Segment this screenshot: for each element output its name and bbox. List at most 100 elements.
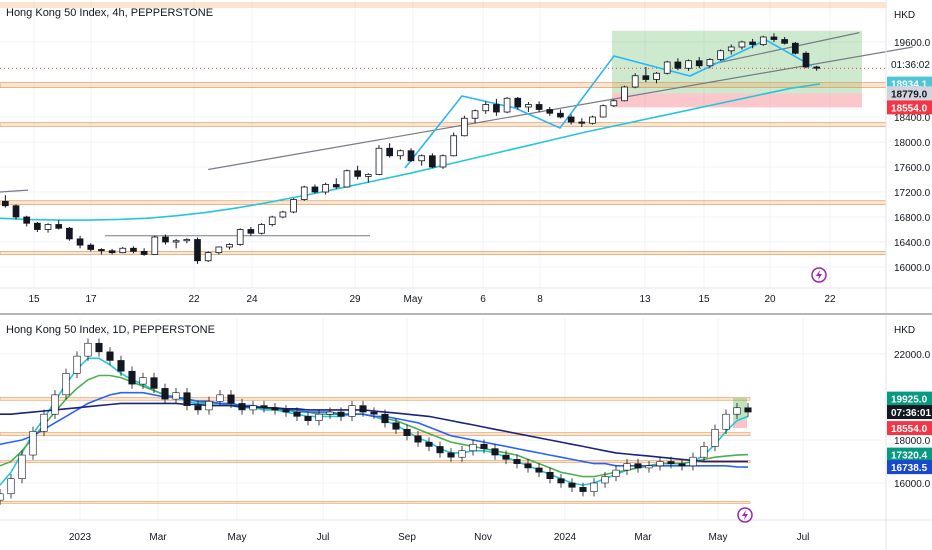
candle [535,463,543,477]
bottom-currency-label: HKD [894,325,915,336]
candle [813,65,820,71]
candle [579,482,587,497]
candle-body [354,170,361,177]
candle [557,109,564,119]
candle-body [744,407,752,413]
candle [40,409,48,437]
candle [140,248,148,256]
candle [653,72,660,84]
price-badge [887,86,932,101]
candle-body [656,461,664,467]
candle-body [546,471,554,479]
candle-body [700,446,708,458]
bottom-chart-title: Hong Kong 50 Index, 1D, PEPPERSTONE [6,324,215,336]
y-tick-label: 16000.0 [894,479,931,490]
y-tick-label: 18000.0 [894,138,931,149]
candle-body [447,452,455,458]
candle-body [407,150,415,162]
candle [610,99,618,107]
candle-body [18,454,26,479]
candle-body [238,403,246,411]
price-badge [887,405,932,420]
candle [578,118,586,127]
candle-body [674,61,682,69]
candle [802,51,810,69]
candle [667,456,675,469]
candle-body [802,52,810,68]
candle-body [7,478,15,495]
candle-body [381,413,389,424]
band-mid [0,432,751,436]
candle [84,338,92,361]
y-tick-label: 17600.0 [894,163,931,174]
candle-body [642,75,650,80]
x-tick-label: 22 [188,294,200,305]
candle-body [491,448,499,456]
candle-body [535,104,543,110]
x-tick-label: Nov [474,532,492,543]
candle-body [749,41,756,45]
candle-body [546,109,554,114]
candle [502,450,510,465]
candle [279,210,287,219]
candle [791,42,799,55]
candle [403,424,411,441]
candle [268,215,276,227]
candle [546,467,554,484]
candle [436,441,444,458]
candle-body [392,422,400,430]
candle [364,173,372,183]
candle [568,478,576,493]
candle-body [375,147,383,175]
band-low [0,460,751,463]
x-tick-label: 24 [246,294,258,305]
candle [407,148,415,162]
candle-body [304,416,312,421]
candle-body [205,400,213,411]
candle [150,372,158,394]
candle-body [663,61,671,74]
candle [108,248,116,255]
price-badge [887,421,932,436]
resistance-band-2 [0,122,887,127]
candle [12,204,20,220]
candle-body [711,428,719,447]
candle-body [480,443,488,449]
candle [663,60,671,75]
candle-body [645,465,653,469]
channel-upper [709,32,860,66]
candle-body [599,105,607,118]
candle [117,355,125,376]
x-tick-label: 8 [537,294,543,305]
candle-body [44,224,52,230]
candle-body [23,216,31,224]
flash-icon[interactable] [811,267,827,283]
flash-icon[interactable] [737,507,753,523]
candle [73,351,81,379]
candle-body [216,394,224,402]
candle [717,49,724,61]
panel-top-plot[interactable] [0,0,886,288]
candle-body [151,236,159,255]
candle-body [386,147,393,157]
y-tick-label: 22000.0 [894,350,931,361]
candle-body [813,66,820,69]
candle [315,409,323,426]
candle-body [557,112,564,118]
candle-body [204,252,212,262]
candle-body [689,456,697,467]
x-tick-label: 22 [824,294,836,305]
candle [461,115,468,137]
candle-body [95,342,103,353]
candle [738,40,746,50]
grid-top [0,0,886,288]
candle [567,114,575,125]
candle-body [568,482,576,488]
candle [348,400,356,422]
candle [194,400,202,415]
candle [414,430,422,447]
candle [183,387,191,411]
candle-body [685,60,692,69]
candle [634,458,642,473]
